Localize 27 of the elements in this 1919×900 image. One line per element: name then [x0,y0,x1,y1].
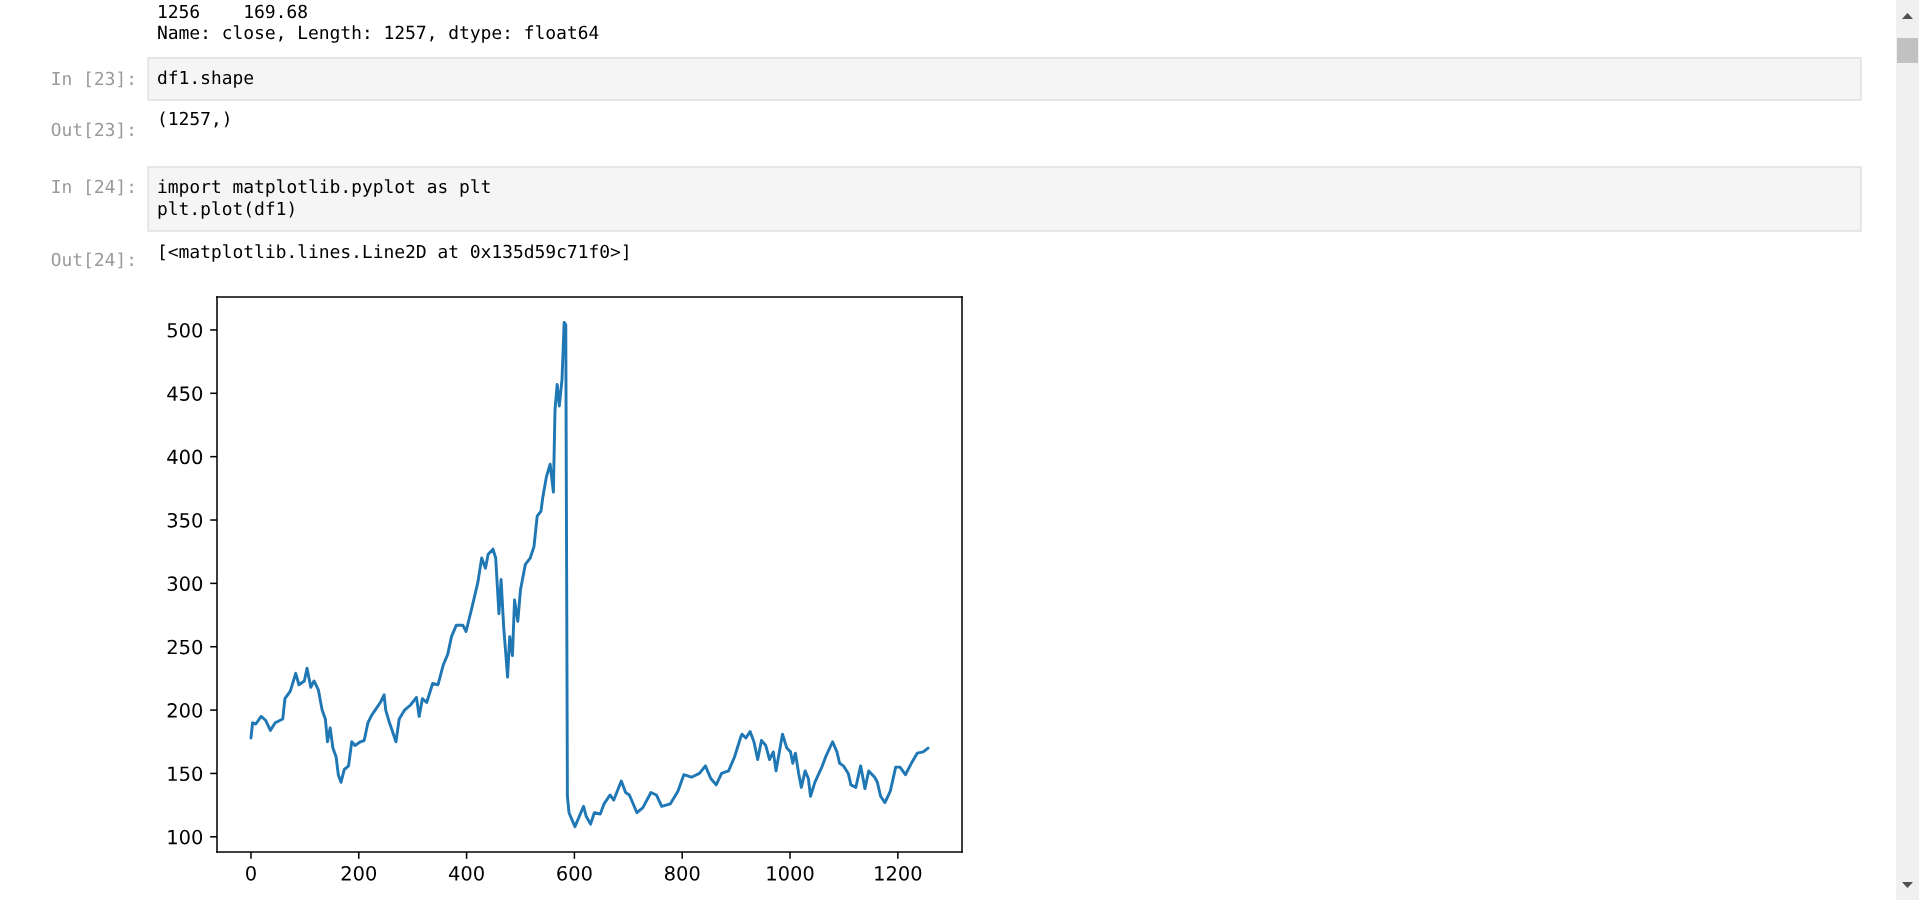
y-tick-label: 250 [167,639,203,655]
line-series [249,320,930,829]
x-tick-label: 1000 [767,865,814,881]
text: (1257,) [160,111,229,128]
x-tick-label: 0 [246,865,256,881]
x-tick-label: 1200 [875,865,922,881]
x-tick-label: 800 [664,865,700,881]
text: Out[23]: [51,122,133,139]
y-tick-label: 400 [167,449,203,465]
y-tick-label: 150 [168,766,203,782]
text: 1256 169.68 [159,4,307,19]
x-tick-label: 200 [341,865,377,881]
y-tick-label: 300 [167,576,203,592]
text: df1.shape [158,70,254,88]
text: import matplotlib.pyplot as plt plt.plot(df1) [158,179,490,219]
text: [<matplotlib.lines.Line2D at 0x135d59c71f0>] [161,244,628,262]
x-tick-label: 600 [557,865,592,881]
text: In [24]: [52,179,133,196]
y-tick-label: 350 [167,512,203,528]
x-tick-label: 400 [448,865,484,881]
text: In [23]: [52,71,133,88]
y-tick-label: 100 [168,829,203,845]
y-tick-label: 500 [167,322,203,338]
y-tick-label: 450 [167,386,203,401]
y-tick-label: 200 [167,703,203,718]
text: Name: close, Length: 1257, dtype: float64 [158,25,599,43]
text: Out[24]: [51,252,133,269]
